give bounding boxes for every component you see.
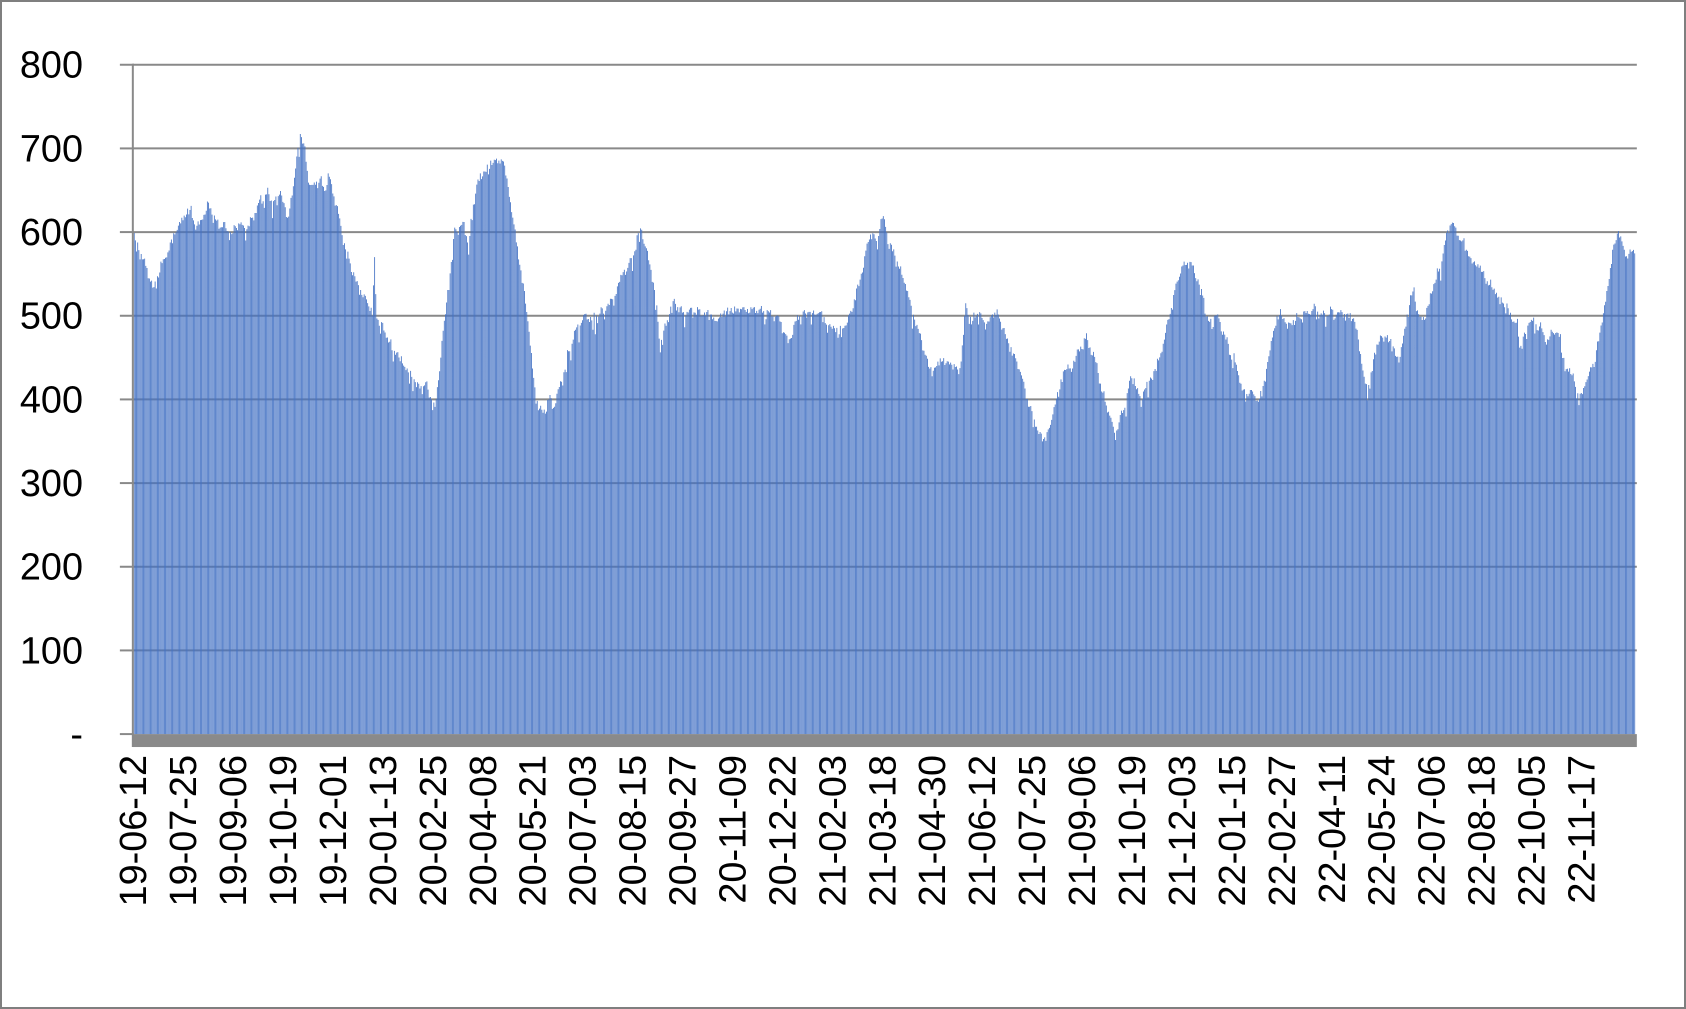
y-tick-label: 200 xyxy=(20,547,83,589)
x-tick-label: 22-05-24 xyxy=(1362,755,1404,906)
x-tick-label: 21-06-12 xyxy=(962,755,1004,906)
x-tick-label: 19-06-12 xyxy=(113,755,155,906)
x-tick-label: 22-11-17 xyxy=(1561,755,1603,904)
x-axis-band xyxy=(132,734,1637,748)
x-tick-label: 21-03-18 xyxy=(862,755,904,906)
x-tick-label: 20-09-27 xyxy=(663,755,705,906)
x-tick-label: 20-04-08 xyxy=(463,755,505,906)
x-tick-label: 21-10-19 xyxy=(1112,755,1154,906)
x-tick-label: 19-12-01 xyxy=(313,755,355,906)
x-tick-label: 20-07-03 xyxy=(563,755,605,906)
x-tick-label: 20-11-09 xyxy=(713,755,755,904)
x-tick-label: 19-10-19 xyxy=(263,755,305,906)
x-tick-label: 22-01-15 xyxy=(1212,755,1254,906)
y-tick-label: 600 xyxy=(20,212,83,254)
x-tick-label: 21-12-03 xyxy=(1162,755,1204,906)
y-axis xyxy=(119,63,134,748)
y-tick-label: 300 xyxy=(20,463,83,505)
x-tick-label: 19-09-06 xyxy=(213,755,255,906)
x-tick-label: 21-02-03 xyxy=(812,755,854,906)
x-tick-label: 22-04-11 xyxy=(1312,755,1354,904)
y-tick-label: 800 xyxy=(20,45,83,87)
x-tick-label: 21-07-25 xyxy=(1012,755,1054,906)
y-tick-label: 700 xyxy=(20,128,83,170)
y-tick-label: 100 xyxy=(20,630,83,672)
x-tick-label: 22-07-06 xyxy=(1412,755,1454,906)
y-tick-label: 500 xyxy=(20,296,83,338)
x-tick-label: 22-02-27 xyxy=(1262,755,1304,906)
x-axis-tick-labels: 19-06-12 19-07-25 19-09-06 19-10-19 19-12-01… xyxy=(113,755,1603,906)
x-tick-label: 20-02-25 xyxy=(413,755,455,906)
x-tick-label: 22-08-18 xyxy=(1462,755,1504,906)
x-tick-label: 20-01-13 xyxy=(363,755,405,906)
x-tick-label: 21-04-30 xyxy=(912,755,954,906)
x-tick-label: 19-07-25 xyxy=(163,755,205,906)
bars xyxy=(133,133,1636,735)
x-tick-label: 21-09-06 xyxy=(1062,755,1104,906)
x-tick-label: 20-08-15 xyxy=(613,755,655,906)
y-axis-tick-labels: 800 700 600 500 400 300 200 100 - xyxy=(20,45,83,756)
x-tick-label: 20-12-22 xyxy=(762,755,804,906)
x-tick-label: 20-05-21 xyxy=(513,755,555,906)
y-tick-label: 400 xyxy=(20,379,83,421)
y-tick-label: - xyxy=(70,714,83,756)
x-tick-label: 22-10-05 xyxy=(1512,755,1554,906)
